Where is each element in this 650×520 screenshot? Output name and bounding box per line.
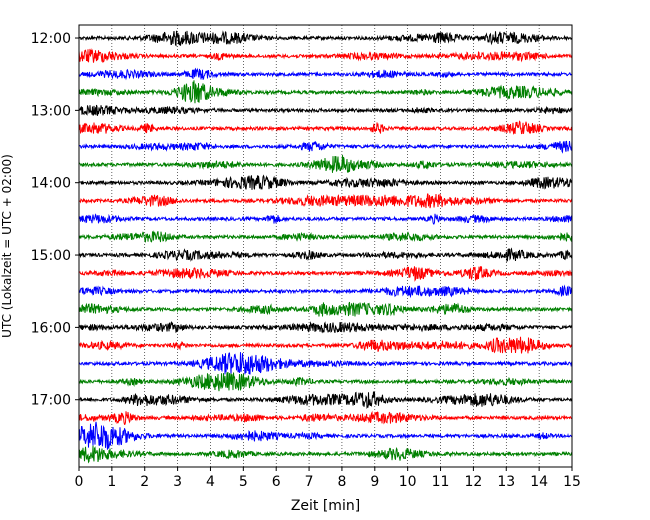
x-axis-label: Zeit [min] — [291, 498, 360, 514]
seismic-traces — [78, 30, 573, 464]
x-tick-label-0: 0 — [75, 474, 84, 490]
y-tick-label-17: 17:00 — [31, 393, 71, 409]
y-tick-label-13: 13:00 — [31, 103, 71, 119]
trace-1545 — [78, 301, 573, 317]
x-tick-label-15: 15 — [563, 474, 581, 490]
x-tick-label-12: 12 — [464, 474, 482, 490]
x-tick-label-6: 6 — [272, 474, 281, 490]
trace-1330 — [78, 140, 573, 154]
plot-frame — [78, 24, 573, 468]
trace-1300 — [78, 104, 573, 116]
trace-1430 — [78, 213, 573, 225]
trace-1715 — [78, 410, 573, 426]
trace-1515 — [78, 266, 573, 282]
x-tick-label-1: 1 — [107, 474, 116, 490]
x-tick-label-5: 5 — [239, 474, 248, 490]
trace-1615 — [78, 336, 573, 354]
trace-1600 — [78, 320, 573, 334]
trace-1745 — [78, 445, 573, 464]
x-tick-label-2: 2 — [140, 474, 149, 490]
trace-1230 — [78, 67, 573, 81]
trace-1700 — [78, 391, 573, 410]
y-axis-label: UTC (Lokalzeit = UTC + 02:00) — [0, 154, 14, 338]
trace-1245 — [78, 80, 573, 104]
y-tick-label-14: 14:00 — [31, 176, 71, 192]
y-tick-label-15: 15:00 — [31, 248, 71, 264]
x-tick-label-4: 4 — [206, 474, 215, 490]
x-tick-label-13: 13 — [497, 474, 515, 490]
y-tick-label-16: 16:00 — [31, 320, 71, 336]
trace-1630 — [78, 352, 573, 376]
trace-1215 — [78, 48, 573, 63]
x-tick-label-3: 3 — [173, 474, 182, 490]
trace-1530 — [78, 284, 573, 299]
trace-1445 — [78, 230, 573, 243]
trace-1200 — [78, 30, 573, 47]
y-axis-ticks: 12:00 13:00 14:00 15:00 16:00 17:00 — [31, 31, 79, 409]
x-tick-label-7: 7 — [305, 474, 314, 490]
x-tick-label-10: 10 — [399, 474, 417, 490]
trace-1400 — [78, 174, 573, 190]
trace-1345 — [78, 155, 573, 173]
x-tick-label-14: 14 — [530, 474, 548, 490]
y-tick-label-12: 12:00 — [31, 31, 71, 47]
x-tick-label-8: 8 — [337, 474, 346, 490]
trace-1730 — [78, 421, 573, 450]
x-tick-label-11: 11 — [432, 474, 450, 490]
trace-1500 — [78, 247, 573, 263]
trace-1645 — [78, 372, 573, 392]
trace-1415 — [78, 193, 573, 209]
trace-1315 — [78, 120, 573, 136]
x-axis-ticks: 0 1 2 3 4 5 6 7 8 9 10 11 12 13 14 15 — [75, 467, 581, 490]
x-tick-label-9: 9 — [370, 474, 379, 490]
